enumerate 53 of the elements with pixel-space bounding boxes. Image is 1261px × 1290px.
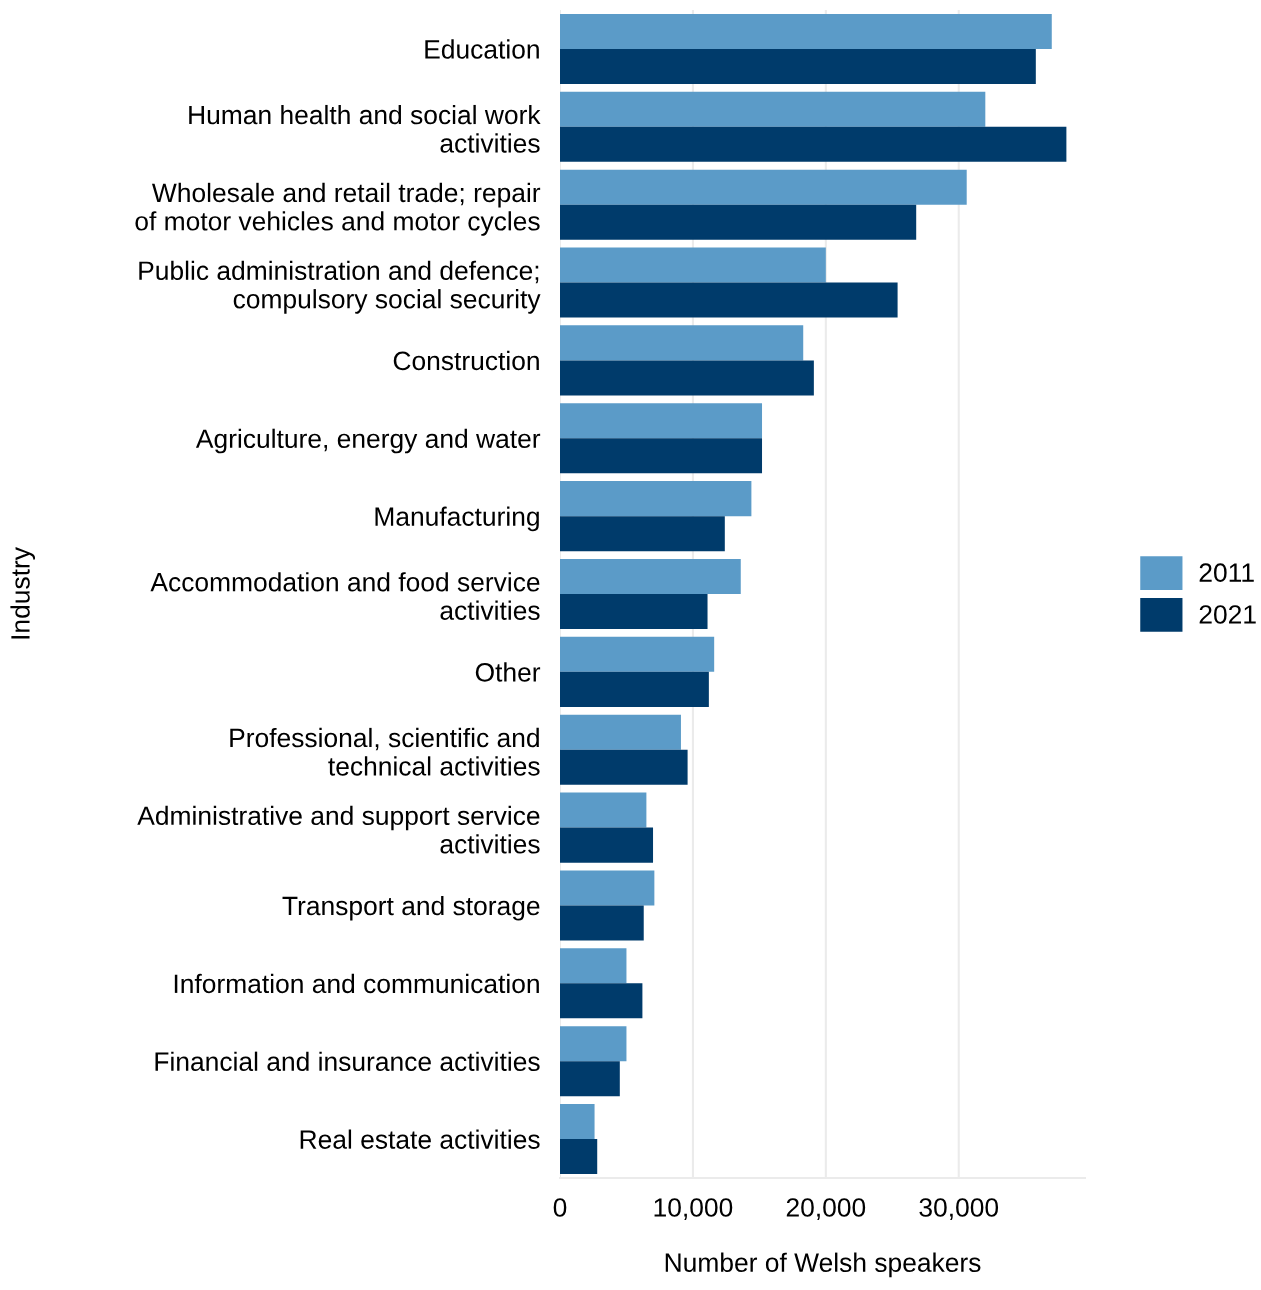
x-tick-label: 10,000 <box>654 1198 733 1220</box>
bar <box>560 1139 598 1175</box>
bar <box>560 827 654 863</box>
y-tick-label: Agriculture, energy and water <box>195 428 541 454</box>
bar <box>560 204 917 240</box>
y-tick-label: Human health and social work activities <box>189 104 541 153</box>
bar <box>560 749 688 785</box>
y-tick-label: Other <box>475 662 541 682</box>
bar <box>560 636 715 672</box>
bar <box>560 169 967 205</box>
x-tick-label: 0 <box>553 1198 567 1217</box>
y-tick-label: Construction <box>393 350 539 371</box>
y-tick-label: Education <box>425 39 539 59</box>
y-tick-label: Transport and storage <box>282 895 540 921</box>
y-tick-label: Professional, scientific and technical activities <box>230 727 540 776</box>
bar <box>560 126 1067 162</box>
bar <box>560 948 627 984</box>
bar <box>560 13 1052 49</box>
bar <box>560 1026 627 1062</box>
bar <box>560 247 826 283</box>
bar <box>560 671 709 707</box>
bar <box>560 558 741 594</box>
bar <box>560 48 1036 84</box>
bar <box>560 282 898 318</box>
y-axis-title: Industry <box>10 547 35 639</box>
bar <box>560 516 725 552</box>
y-tick-label: Wholesale and retail trade; repair of motor vehicles and motor cycles <box>135 182 541 236</box>
bar <box>560 1104 595 1140</box>
bar <box>560 792 647 828</box>
bar <box>560 91 986 127</box>
bar <box>560 870 655 906</box>
bar <box>560 360 814 396</box>
bar <box>560 905 644 941</box>
legend-label: 2011 <box>1199 563 1254 582</box>
y-tick-label: Accommodation and food service activities <box>150 572 540 620</box>
bar <box>560 481 752 517</box>
bar <box>560 714 681 750</box>
y-tick-label: Real estate activities <box>300 1129 540 1149</box>
y-tick-label: Administrative and support service activities <box>137 805 540 854</box>
bar <box>560 325 804 361</box>
x-tick-label: 30,000 <box>919 1198 999 1220</box>
y-tick-label: Manufacturing <box>375 506 539 532</box>
bar <box>560 594 708 630</box>
y-tick-label: Public administration and defence; compulsory social security <box>139 260 541 314</box>
bar <box>560 1061 620 1097</box>
legend-label: 2021 <box>1199 605 1256 624</box>
bar <box>560 403 763 439</box>
x-axis-title: Number of Welsh speakers <box>665 1252 981 1278</box>
bar <box>560 983 643 1019</box>
bar <box>560 438 763 474</box>
x-tick-label: 20,000 <box>786 1198 866 1220</box>
y-tick-label: Financial and insurance activities <box>155 1051 540 1072</box>
y-tick-label: Information and communication <box>174 973 539 994</box>
